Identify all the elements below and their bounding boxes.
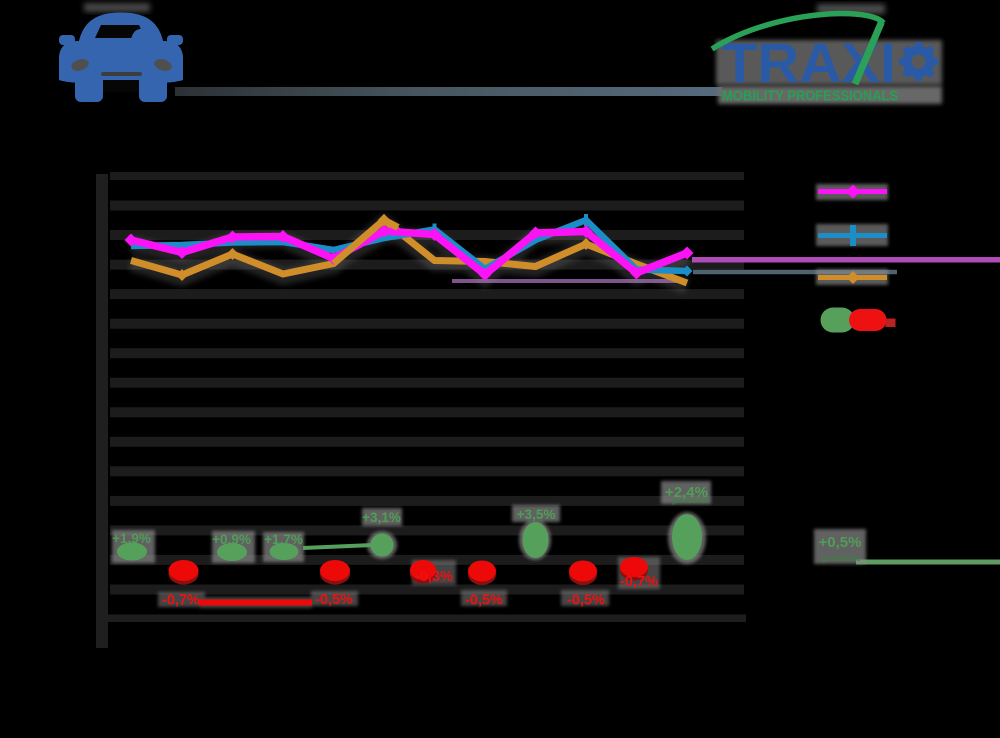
svg-text:-0,5%: -0,5% (315, 592, 353, 608)
svg-text:gemiddelde: gemiddelde (822, 556, 861, 563)
svg-text:+3,1%: +3,1% (362, 510, 401, 525)
svg-text:+0,5%: +0,5% (819, 534, 862, 551)
svg-text:-0,5%: -0,5% (465, 593, 503, 609)
svg-text:+3,5%: +3,5% (517, 507, 556, 522)
svg-text:-0,7%: -0,7% (162, 593, 200, 609)
svg-text:gemiddelde: gemiddelde (672, 498, 711, 505)
svg-text:-0,5%: -0,5% (567, 593, 605, 609)
svg-text:+2,4%: +2,4% (665, 484, 708, 501)
svg-text:-0,7%: -0,7% (620, 574, 658, 590)
svg-text:+1,7%: +1,7% (264, 532, 303, 547)
svg-text:+0,9%: +0,9% (212, 532, 251, 547)
svg-text:-0,3%: -0,3% (415, 569, 453, 585)
svg-text:+1,9%: +1,9% (112, 531, 151, 546)
svg-text:MOBILITY PROFESSIONALS: MOBILITY PROFESSIONALS (722, 88, 898, 105)
